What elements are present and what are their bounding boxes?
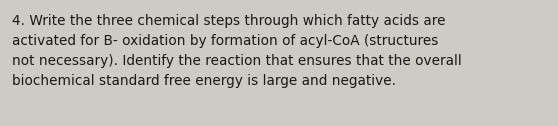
Text: 4. Write the three chemical steps through which fatty acids are
activated for B-: 4. Write the three chemical steps throug…	[12, 14, 462, 88]
